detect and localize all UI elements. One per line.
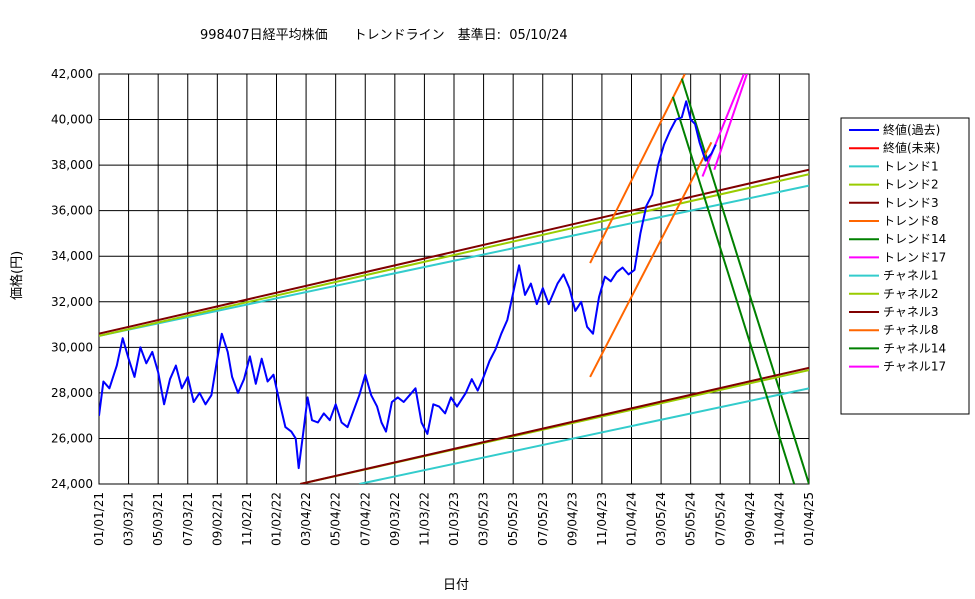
grid	[98, 73, 810, 485]
x-tick-label: 11/02/21	[240, 492, 254, 546]
x-tick-labels: 01/01/21 03/03/21 05/03/21 07/03/21 09/02/21…	[92, 492, 816, 546]
legend-label: チャネル17	[883, 360, 946, 374]
x-tick-label: 11/04/23	[595, 492, 609, 546]
x-tick-label: 01/04/25	[802, 492, 816, 546]
legend-label: 終値(未来)	[883, 140, 940, 155]
x-tick-label: 07/03/21	[181, 492, 195, 546]
legend-label: トレンド3	[883, 196, 939, 210]
series-line	[713, 74, 748, 171]
series-line	[299, 366, 809, 484]
y-tick-label: 30,000	[51, 340, 93, 354]
series-line	[680, 78, 809, 484]
legend-label: チャネル3	[883, 305, 939, 319]
legend-label: トレンド17	[883, 250, 946, 264]
legend-label: トレンド14	[883, 232, 946, 246]
x-tick-label: 09/04/24	[743, 492, 757, 546]
legend-label: 終値(過去)	[883, 122, 940, 137]
y-tick-label: 34,000	[51, 249, 93, 263]
x-tick-label: 05/04/22	[329, 492, 343, 546]
x-tick-label: 01/01/21	[92, 492, 106, 546]
x-tick-label: 03/03/21	[122, 492, 136, 546]
x-tick-label: 09/04/23	[565, 492, 579, 546]
series-line	[589, 74, 686, 264]
x-tick-label: 11/04/24	[772, 492, 786, 546]
legend-label: トレンド1	[883, 159, 939, 173]
series-lines	[99, 74, 809, 484]
legend-label: チャネル8	[883, 323, 939, 337]
series-line	[589, 141, 713, 378]
x-tick-label: 03/05/23	[477, 492, 491, 546]
legend-label: チャネル14	[883, 341, 946, 355]
y-tick-labels: 24,000 26,000 28,000 30,000 32,000 34,000 36,0…	[51, 67, 93, 491]
legend-label: トレンド8	[883, 214, 939, 228]
y-tick-label: 32,000	[51, 295, 93, 309]
x-tick-label: 07/05/23	[536, 492, 550, 546]
series-line	[671, 96, 796, 484]
y-tick-label: 36,000	[51, 204, 93, 218]
series-line	[99, 184, 809, 337]
y-tick-label: 38,000	[51, 158, 93, 172]
x-tick-label: 01/02/22	[270, 492, 284, 546]
series-line	[701, 74, 745, 177]
x-tick-label: 05/05/23	[506, 492, 520, 546]
x-tick-label: 07/05/24	[713, 492, 727, 546]
y-tick-label: 28,000	[51, 386, 93, 400]
y-tick-label: 26,000	[51, 431, 93, 445]
x-tick-label: 11/03/22	[417, 492, 431, 546]
x-tick-label: 01/03/23	[447, 492, 461, 546]
series-line	[99, 173, 809, 337]
x-tick-label: 05/05/24	[684, 492, 698, 546]
legend-label: チャネル2	[883, 287, 939, 301]
legend-label: チャネル1	[883, 269, 939, 283]
x-tick-label: 03/04/22	[299, 492, 313, 546]
chart-title: 998407日経平均株価 トレンドライン 基準日: 05/10/24	[200, 28, 568, 43]
y-tick-label: 42,000	[51, 67, 93, 81]
x-tick-label: 09/03/22	[388, 492, 402, 546]
x-tick-label: 09/02/21	[210, 492, 224, 546]
x-axis-label: 日付	[443, 578, 470, 593]
legend: 終値(過去) 終値(未来) トレンド1 トレンド2 トレンド3 トレンド8 トレンド14 トレ…	[840, 117, 970, 415]
y-tick-label: 24,000	[51, 477, 93, 491]
x-tick-label: 07/04/22	[358, 492, 372, 546]
y-tick-label: 40,000	[51, 113, 93, 127]
x-tick-label: 05/03/21	[151, 492, 165, 546]
legend-label: トレンド2	[883, 178, 939, 192]
series-line	[99, 100, 717, 470]
x-tick-label: 03/05/24	[654, 492, 668, 546]
x-tick-label: 01/04/24	[625, 492, 639, 546]
series-line	[359, 387, 809, 484]
series-line	[99, 168, 809, 335]
